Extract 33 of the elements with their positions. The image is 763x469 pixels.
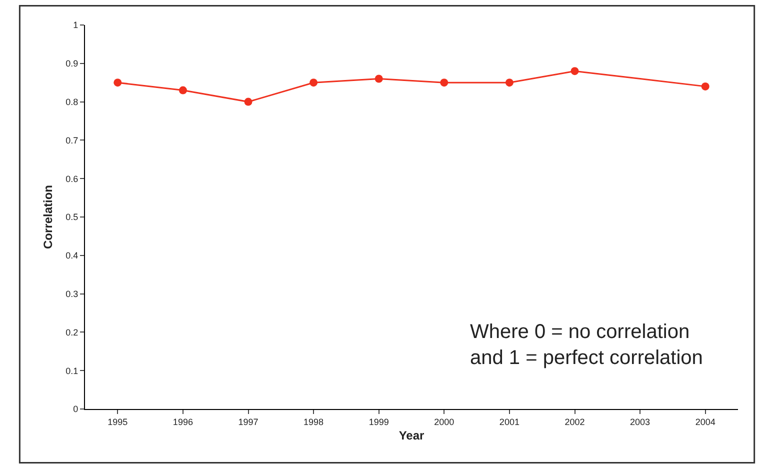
y-tick-label: 0.6 [66,174,78,184]
x-tick-label: 1996 [172,416,193,427]
point [310,78,318,87]
x-tick-label: 1998 [304,416,324,427]
point [440,78,448,87]
point [570,67,579,76]
y-tick-label: 0.9 [66,58,78,69]
annotation: Where 0 = no correlation and 1 = perfect correlation [470,321,703,369]
x-tick-label: 2003 [630,416,650,427]
y-tick-label: 0.1 [66,366,78,376]
x-tick-label: 2004 [695,416,716,427]
point [701,82,710,90]
y-tick-label: 0.4 [66,250,78,261]
x-tick-label: 1995 [108,416,128,427]
x-tick-label: 2001 [499,416,520,427]
y-tick-label: 0.2 [66,327,78,338]
point [114,78,122,87]
point [374,74,383,83]
y-tick-label: 0.8 [66,96,78,107]
x-tick-label: 2002 [564,416,585,427]
y-axis-title: Correlation [40,184,55,250]
x-tick-label: 1999 [368,416,389,427]
y-tick-label: 0.5 [66,212,78,222]
y-tick-label: 0.7 [66,135,78,146]
x-tick-label: 1997 [238,416,258,427]
x-axis-title: Year [398,428,425,443]
y-tick-label: 1 [73,20,78,30]
y-tick-label: 0.3 [66,288,78,299]
point [178,86,187,94]
point [244,98,252,106]
point [505,78,514,87]
y-tick-label: 0 [73,404,78,414]
x-tick-label: 2000 [434,416,454,427]
